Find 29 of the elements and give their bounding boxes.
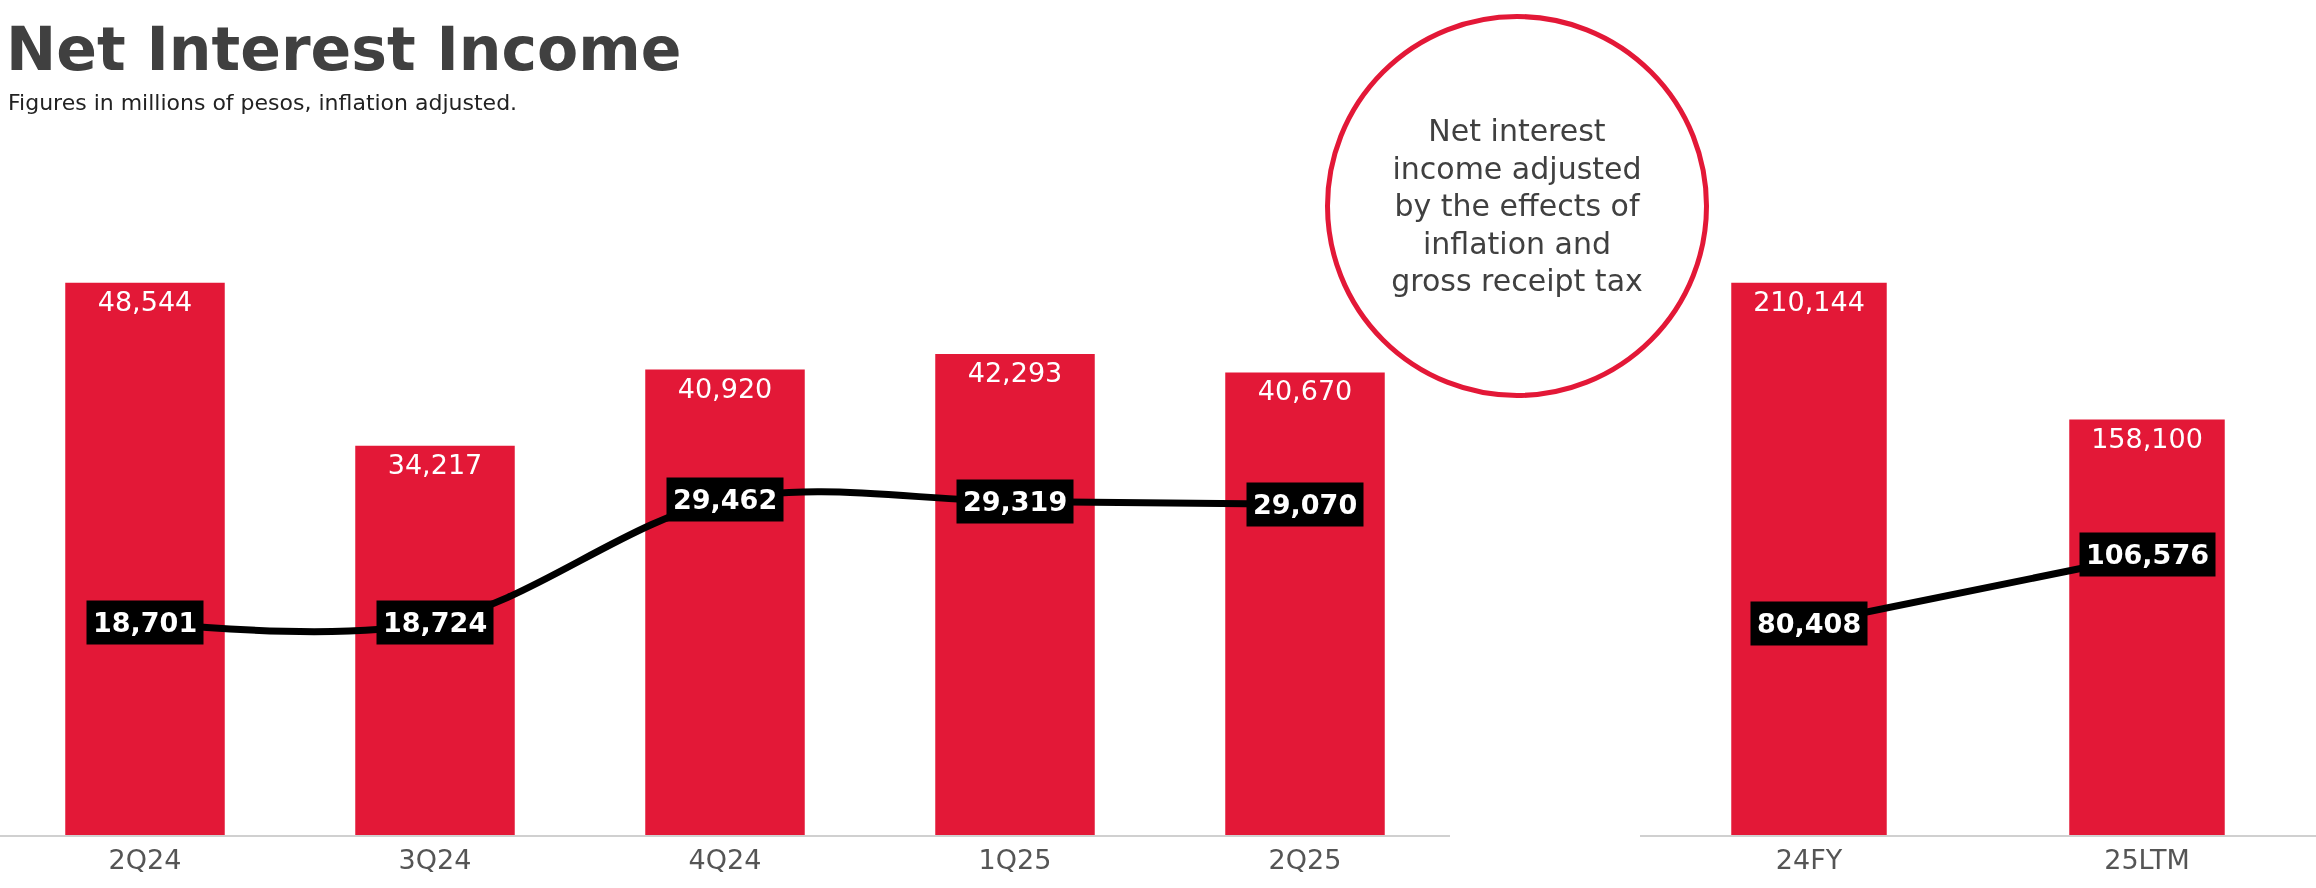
data-label: 42,293 bbox=[967, 356, 1063, 388]
bar bbox=[645, 369, 805, 835]
annotation: Net interest income adjusted by the effects of inflation and gross receipt tax bbox=[1390, 112, 1644, 300]
bar bbox=[1225, 372, 1385, 835]
bar bbox=[935, 353, 1095, 835]
bar bbox=[355, 445, 515, 835]
data-label: 106,576 bbox=[2086, 539, 2209, 570]
data-label: 29,070 bbox=[1253, 489, 1358, 520]
data-label: 29,319 bbox=[963, 486, 1068, 517]
x-tick-label: 2Q24 bbox=[108, 844, 182, 876]
x-tick-label: 24FY bbox=[1775, 844, 1843, 876]
chart-title: Net Interest Income bbox=[6, 14, 682, 84]
data-label: 80,408 bbox=[1757, 608, 1862, 639]
data-label: 210,144 bbox=[1753, 285, 1865, 317]
data-label: 40,670 bbox=[1257, 375, 1353, 407]
data-label: 158,100 bbox=[2091, 422, 2203, 454]
x-tick-label: 25LTM bbox=[2104, 844, 2190, 876]
data-label: 48,544 bbox=[97, 285, 193, 317]
data-label: 34,217 bbox=[387, 448, 483, 480]
data-label: 18,701 bbox=[93, 607, 198, 638]
x-tick-label: 4Q24 bbox=[688, 844, 762, 876]
bar bbox=[65, 282, 225, 835]
x-tick-label: 1Q25 bbox=[978, 844, 1052, 876]
data-label: 18,724 bbox=[383, 607, 488, 638]
x-tick-label: 3Q24 bbox=[398, 844, 472, 876]
data-label: 29,462 bbox=[673, 484, 778, 515]
data-label: 40,920 bbox=[677, 372, 773, 404]
x-tick-label: 2Q25 bbox=[1268, 844, 1342, 876]
chart-subtitle: Figures in millions of pesos, inflation adjusted. bbox=[8, 90, 518, 115]
